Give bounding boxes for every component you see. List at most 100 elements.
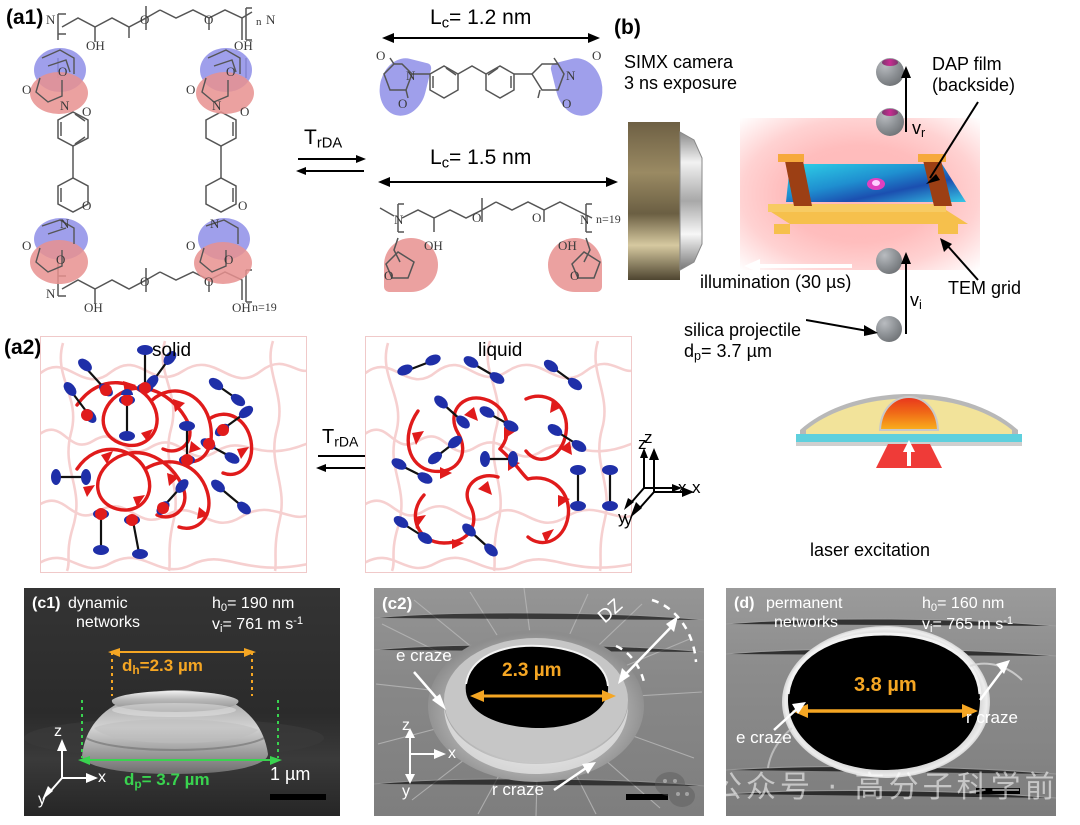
axis-label-z-b: z — [644, 428, 653, 447]
atom-n-4: N — [212, 98, 222, 113]
lc-val-bot: = 1.5 nm — [449, 146, 532, 169]
atom-n-3: N — [60, 98, 70, 113]
c2-sem-content — [374, 588, 704, 816]
dap-film-label: DAP film (backside) — [932, 54, 1015, 96]
dp-d: d — [684, 341, 695, 362]
simx-camera — [628, 122, 703, 280]
atom-n-6: N — [210, 216, 220, 231]
panel-a1: (a1) — [0, 0, 621, 330]
d-vi-sup: -1 — [1003, 615, 1014, 628]
atom-n: N — [46, 12, 56, 27]
d-r-craze-arrow — [979, 660, 1010, 701]
c2-e-craze-label: e craze — [396, 646, 452, 665]
furan-blob-left — [384, 238, 438, 292]
bmi-atom-o-1: O — [376, 48, 386, 63]
dp-val: = 3.7 µm — [701, 341, 772, 362]
projectile-incident-far — [876, 316, 902, 342]
d-h0: h0= 160 nm — [922, 595, 1005, 614]
axis-label-x-c2: x — [448, 745, 456, 762]
lc-l-bot: L — [430, 146, 442, 169]
c2-hole-size-label: 2.3 µm — [502, 660, 562, 681]
atom-o-4: O — [58, 64, 68, 79]
atom-o-5: O — [82, 104, 92, 119]
d-title-line2: networks — [774, 614, 839, 632]
camera-line2: 3 ns exposure — [624, 73, 738, 94]
velocity-incident-label: vi — [910, 290, 922, 312]
projectile-incident-near — [876, 248, 902, 274]
d-e-craze-arrow — [773, 702, 806, 731]
projectile-reflected-far — [876, 58, 904, 86]
bmi-atom-o-4: O — [562, 96, 572, 111]
panel-b-tag: (b) — [614, 16, 641, 39]
polyether-structure — [379, 198, 601, 279]
atom-o-10: O — [22, 238, 32, 253]
atom-o-1: O — [140, 12, 150, 27]
panel-c1-sem-image: (c1) dynamic networks h0= 190 nm vi= 761… — [24, 588, 340, 816]
c1-dp-d: d — [124, 770, 135, 789]
d-vi: vi= 765 m s-1 — [922, 615, 1014, 635]
c1-dh-sub: h — [132, 662, 140, 677]
c1-dh-label: dh=2.3 µm — [122, 656, 203, 677]
c1-h0-sub: 0 — [220, 601, 228, 614]
d-r-craze-label: r craze — [966, 708, 1018, 727]
c1-vi-sup: -1 — [293, 615, 304, 628]
atom-o-3: O — [22, 82, 32, 97]
bmi-atom-n-1: N — [406, 68, 416, 83]
atom-o-6: O — [186, 82, 196, 97]
lc-arrow-top — [382, 33, 600, 43]
dap-line1: DAP film — [932, 54, 1002, 74]
lc-l-top: L — [430, 6, 442, 29]
state-label-solid: solid — [152, 340, 192, 361]
dap-line2: (backside) — [932, 75, 1016, 96]
silica-projectile-leader-line — [806, 319, 878, 336]
d-h0-h: h — [922, 595, 931, 612]
c2-hole-dimension-arrow — [470, 690, 616, 702]
atom-o-7: O — [226, 64, 236, 79]
atom-oh-1: OH — [86, 38, 105, 53]
lc-arrow-bottom — [378, 177, 618, 187]
panel-d-tag: (d) — [734, 595, 755, 612]
c1-title-line2: networks — [76, 614, 141, 632]
lc-sub-bot: c — [441, 155, 450, 172]
tem-grid-with-film — [768, 154, 968, 234]
velocity-arrow-incident — [901, 252, 911, 334]
d-h0-val: = 160 nm — [937, 595, 1005, 612]
lc-label-bottom: Lc= 1.5 nm — [430, 146, 531, 172]
trda-t: T — [304, 126, 317, 149]
bmi-atom-o-3: O — [592, 48, 602, 63]
c2-r-craze-arrow — [553, 762, 596, 792]
network-solid-graphic — [41, 340, 306, 572]
repeat-n19-macrocycle: n=19 — [252, 300, 277, 314]
atom-oh-4: OH — [232, 300, 251, 315]
silica-line2: dp= 3.7 µm — [684, 341, 772, 363]
wechat-logo-icon — [655, 772, 695, 807]
axis-label-z-c1: z — [54, 723, 62, 740]
vi-sub: i — [919, 298, 922, 313]
c1-dh-dimension-arrow — [108, 648, 256, 696]
axis-label-x-c1: x — [98, 769, 106, 786]
atom-o-13: O — [186, 238, 196, 253]
d-scalebar — [976, 788, 1020, 794]
c2-scalebar — [626, 794, 668, 800]
c1-vi-val: = 761 m s — [222, 616, 294, 634]
d-h0-sub: 0 — [930, 601, 938, 614]
laser-launch-pad — [796, 394, 1022, 468]
vi-v: v — [910, 290, 919, 310]
axis-label-z-a2: z — [638, 434, 647, 453]
c1-vi-v: v — [212, 616, 220, 634]
atom-oh-2: OH — [234, 38, 253, 53]
d-vi-val: = 765 m s — [932, 616, 1004, 634]
c1-title: dynamic networks — [68, 594, 140, 632]
atom-n-7: N — [46, 286, 56, 301]
network-box-solid — [40, 336, 307, 573]
bismaleimide-structure — [383, 57, 565, 99]
bmi-atom-n-2: N — [566, 68, 576, 83]
atom-o-11: O — [56, 252, 66, 267]
vr-v: v — [912, 118, 921, 138]
axis-label-x-b: x — [692, 478, 701, 497]
velocity-reflected-label: vr — [912, 118, 925, 140]
c1-dh-d: d — [122, 656, 133, 675]
c2-dz-annotation — [615, 598, 698, 684]
silica-line1: silica projectile — [684, 320, 802, 340]
